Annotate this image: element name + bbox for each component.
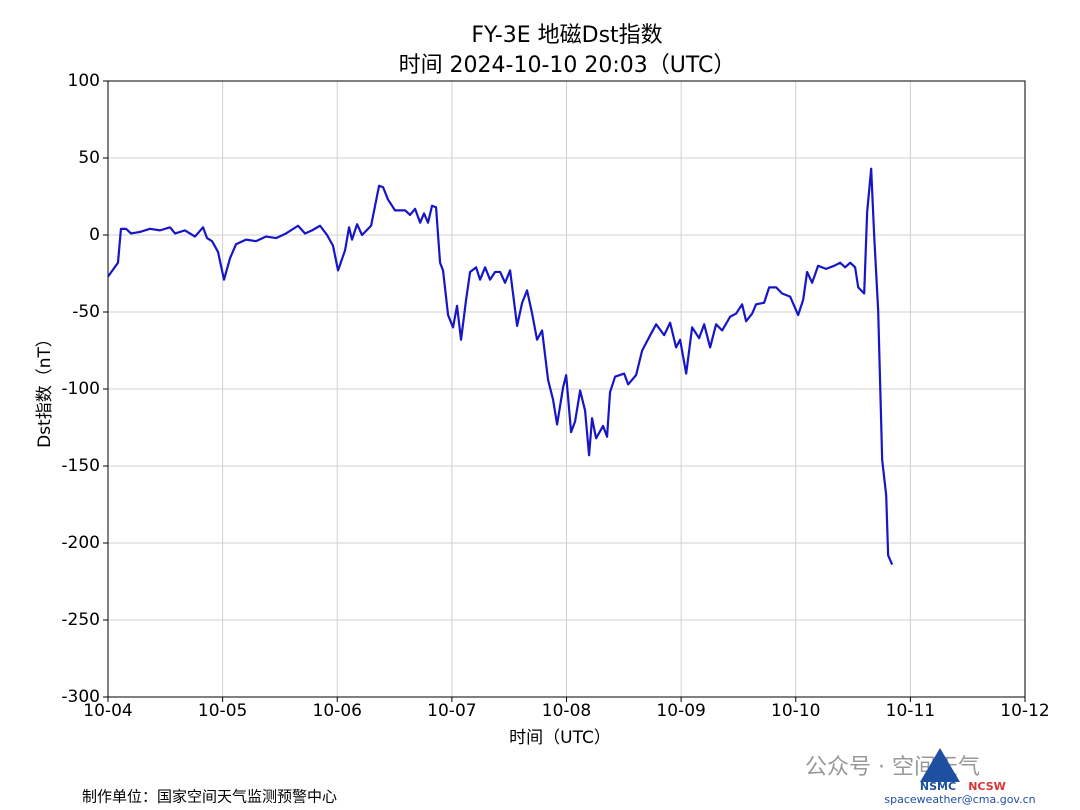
chart-title: FY-3E 地磁Dst指数 bbox=[471, 23, 662, 48]
x-tick-label: 10-04 bbox=[83, 701, 132, 721]
logo-icon bbox=[920, 748, 960, 782]
x-tick-label: 10-06 bbox=[313, 701, 362, 721]
logo-ncsw: NCSW bbox=[968, 780, 1006, 793]
email: spaceweather@cma.gov.cn bbox=[884, 793, 1035, 806]
x-tick-label: 10-11 bbox=[886, 701, 935, 721]
y-tick-label: -50 bbox=[72, 302, 100, 322]
data-line bbox=[107, 167, 894, 565]
logo-nsmc: NSMC bbox=[920, 780, 956, 793]
y-tick-label: -250 bbox=[61, 610, 100, 630]
x-tick-label: 10-08 bbox=[542, 701, 591, 721]
plot-frame bbox=[107, 80, 1026, 698]
y-tick-label: 100 bbox=[68, 71, 100, 91]
x-axis-label: 时间（UTC） bbox=[509, 728, 611, 748]
x-tick-label: 10-09 bbox=[656, 701, 705, 721]
y-tick-label: 0 bbox=[89, 225, 100, 245]
y-tick-label: -200 bbox=[61, 533, 100, 553]
x-tick-label: 10-07 bbox=[427, 701, 476, 721]
x-tick-label: 10-05 bbox=[198, 701, 247, 721]
y-tick-label: -300 bbox=[61, 687, 100, 707]
x-tick-label: 10-10 bbox=[771, 701, 820, 721]
y-tick-label: 50 bbox=[78, 148, 100, 168]
footer: 制作单位：国家空间天气监测预警中心 bbox=[82, 788, 337, 806]
y-axis-label: Dst指数（nT） bbox=[35, 330, 55, 448]
y-tick-label: -100 bbox=[61, 379, 100, 399]
chart-subtitle: 时间 2024-10-10 20:03（UTC） bbox=[399, 53, 736, 78]
y-tick-label: -150 bbox=[61, 456, 100, 476]
x-tick-label: 10-12 bbox=[1000, 701, 1049, 721]
